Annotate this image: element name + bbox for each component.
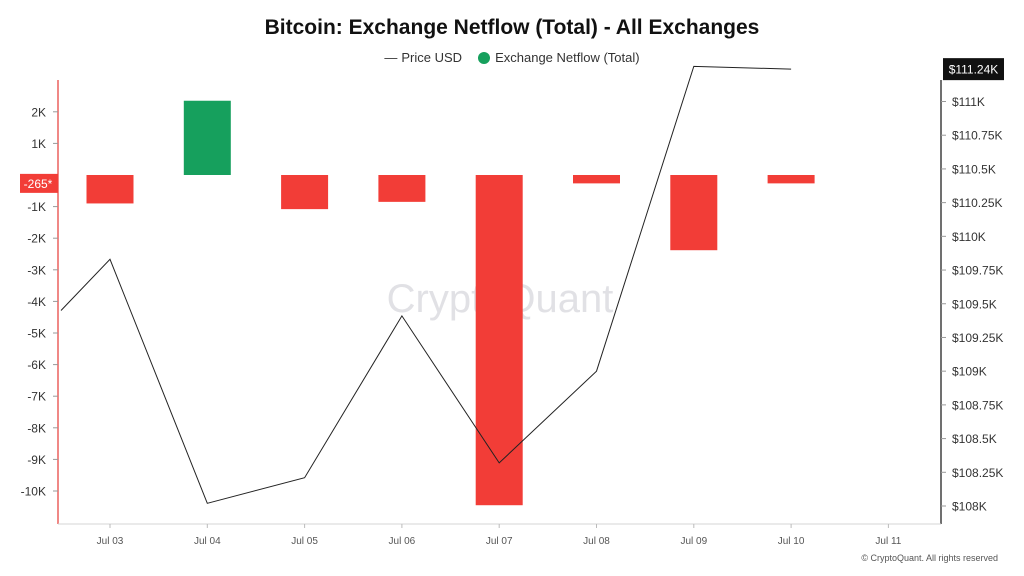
x-tick-label: Jul 05: [291, 536, 318, 547]
right-tick-label: $110K: [952, 230, 986, 244]
left-tick-label: -4K: [27, 295, 46, 309]
legend-label-netflow: Exchange Netflow (Total): [495, 50, 640, 65]
right-tick-label: $109.5K: [952, 297, 997, 311]
left-tick-label: -2K: [27, 232, 46, 246]
left-tick-label: -8K: [27, 421, 46, 435]
legend-dot-icon: [478, 51, 491, 64]
chart-title: Bitcoin: Exchange Netflow (Total) - All …: [264, 16, 760, 39]
x-tick-label: Jul 06: [389, 536, 416, 547]
right-value-marker: [943, 58, 1004, 81]
x-tick-label: Jul 07: [486, 536, 513, 547]
x-tick-label: Jul 09: [680, 536, 707, 547]
netflow-bar: [573, 175, 620, 184]
left-tick-label: -6K: [27, 358, 46, 372]
right-tick-label: $111K: [952, 95, 985, 109]
x-tick-label: Jul 04: [194, 536, 221, 547]
right-tick-label: $110.5K: [952, 162, 996, 176]
x-tick-label: Jul 08: [583, 536, 610, 547]
x-tick-label: Jul 10: [778, 536, 805, 547]
left-tick-label: -1K: [27, 200, 46, 214]
left-tick-label: 1K: [31, 137, 46, 151]
legend-item-netflow[interactable]: Exchange Netflow (Total): [478, 50, 640, 65]
netflow-bar: [378, 175, 426, 202]
right-tick-label: $110.25K: [952, 196, 1003, 210]
netflow-bar: [670, 175, 718, 251]
copyright-text: © CryptoQuant. All rights reserved: [861, 553, 998, 563]
left-tick-label: -10K: [21, 485, 46, 499]
x-tick-label: Jul 03: [97, 536, 124, 547]
right-tick-label: $108.5K: [952, 432, 997, 446]
left-value-marker-label: -265*: [24, 177, 53, 191]
right-tick-label: $109.75K: [952, 264, 1003, 278]
right-value-marker-label: $111.24K: [949, 63, 999, 77]
right-tick-label: $108K: [952, 500, 987, 514]
right-tick-label: $110.75K: [952, 129, 1003, 143]
left-tick-label: -9K: [27, 453, 46, 467]
netflow-bar: [281, 175, 329, 210]
left-value-marker: [20, 173, 58, 193]
legend-line-icon: —: [384, 50, 398, 65]
left-tick-label: 2K: [31, 105, 46, 119]
netflow-bar: [475, 175, 523, 506]
right-tick-label: $108.75K: [952, 398, 1003, 412]
netflow-bar: [183, 100, 231, 175]
netflow-bar: [767, 175, 815, 184]
legend-item-price[interactable]: — Price USD: [384, 50, 462, 65]
x-tick-label: Jul 11: [875, 536, 901, 547]
right-tick-label: $109.25K: [952, 331, 1003, 345]
left-tick-label: -5K: [27, 327, 46, 341]
chart-legend: — Price USD Exchange Netflow (Total): [0, 50, 1024, 65]
price-line: [60, 65, 792, 504]
left-tick-label: -3K: [27, 263, 46, 277]
netflow-bar: [86, 175, 134, 204]
right-tick-label: $109K: [952, 365, 987, 379]
legend-label-price: Price USD: [401, 50, 463, 65]
right-tick-label: $108.25K: [952, 466, 1003, 480]
left-tick-label: -7K: [27, 390, 46, 404]
